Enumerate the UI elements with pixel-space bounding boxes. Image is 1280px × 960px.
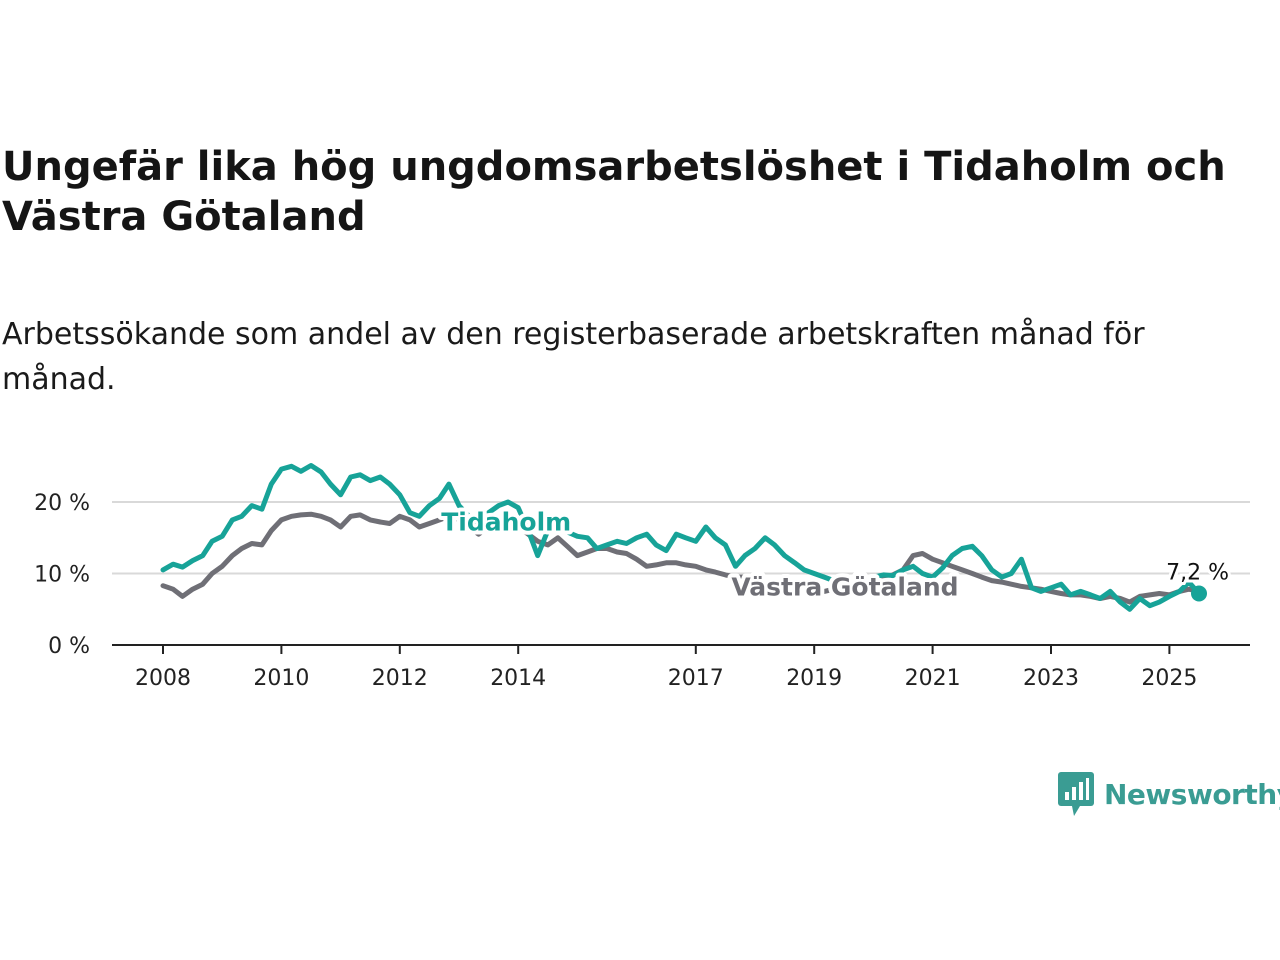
- x-tick-label: 2010: [253, 666, 309, 691]
- series-line-vastra-gotaland: [160, 511, 1202, 605]
- series-label-vastra-gotaland: Västra Götaland: [731, 573, 958, 602]
- y-tick-label: 10 %: [34, 563, 90, 588]
- x-tick-label: 2014: [490, 666, 546, 691]
- newsworthy-logo-icon: [1058, 772, 1094, 816]
- x-tick-label: 2008: [135, 666, 191, 691]
- series-labels: Tidaholm Västra Götaland 7,2 %: [437, 504, 1232, 606]
- y-axis-ticks: 0 % 10 % 20 %: [34, 491, 90, 659]
- y-tick-label: 0 %: [48, 634, 90, 659]
- x-tick-label: 2012: [372, 666, 428, 691]
- x-tick-label: 2025: [1141, 666, 1197, 691]
- line-chart: 0 % 10 % 20 % 2008 2010 2012 2014 2017 2019 2021…: [34, 463, 1250, 691]
- chart-title: Ungefär lika hög ungdomsarbetslöshet i T…: [2, 144, 1226, 240]
- x-tick-label: 2019: [786, 666, 842, 691]
- end-point-marker: [1191, 585, 1207, 602]
- x-tick-label: 2017: [668, 666, 724, 691]
- x-axis-ticks: 2008 2010 2012 2014 2017 2019 2021 2023 2025: [135, 645, 1197, 691]
- gridlines: [112, 501, 1250, 646]
- y-tick-label: 20 %: [34, 491, 90, 516]
- series-lines: [160, 463, 1207, 612]
- brand-name: Newsworthy: [1104, 777, 1280, 811]
- x-tick-label: 2023: [1023, 666, 1079, 691]
- x-tick-label: 2021: [905, 666, 961, 691]
- series-label-tidaholm: Tidaholm: [441, 508, 571, 537]
- chart-subtitle: Arbetssökande som andel av den registerb…: [2, 317, 1145, 397]
- newsworthy-brand[interactable]: Newsworthy: [1058, 772, 1280, 816]
- end-value-label: 7,2 %: [1166, 561, 1229, 586]
- series-line-tidaholm: [160, 463, 1202, 612]
